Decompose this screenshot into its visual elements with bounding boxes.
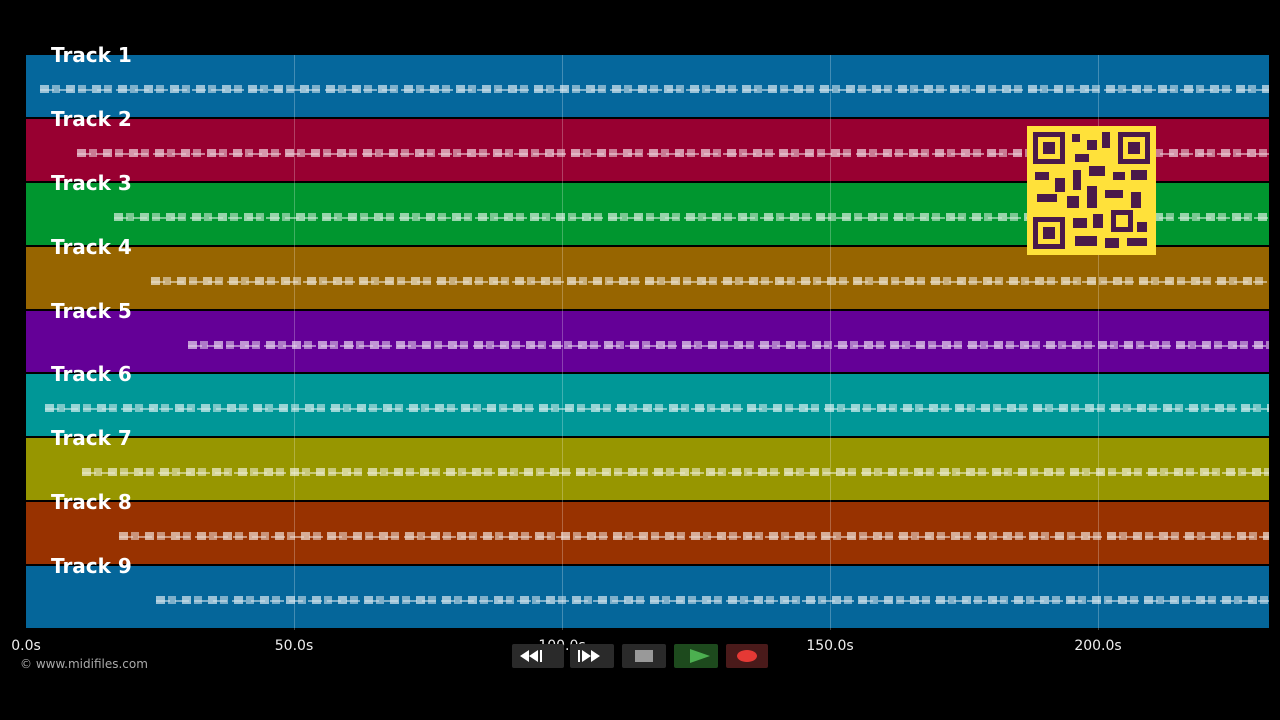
play-button[interactable] <box>674 644 718 668</box>
track-lane <box>26 374 1269 437</box>
play-icon <box>690 649 710 663</box>
copyright: © www.midifiles.com <box>20 657 148 671</box>
note-strip <box>114 212 1269 221</box>
track-label: Track 2 <box>51 106 132 131</box>
note-strip <box>77 148 1269 157</box>
track-lane <box>26 566 1269 628</box>
time-tick-label: 50.0s <box>274 638 314 654</box>
track-label: Track 5 <box>51 298 132 323</box>
record-button[interactable] <box>726 644 768 668</box>
track-lane <box>26 310 1269 373</box>
track-label: Track 9 <box>51 554 132 579</box>
track-label: Track 7 <box>51 426 132 451</box>
track-lane <box>26 55 1269 117</box>
qr-pattern <box>1033 132 1150 249</box>
grid-line <box>294 55 295 630</box>
qr-code <box>1027 126 1156 255</box>
note-strip <box>151 276 1269 285</box>
track-label: Track 4 <box>51 234 132 259</box>
note-strip <box>156 596 1269 605</box>
rewind-button[interactable] <box>512 644 564 668</box>
grid-line <box>830 55 831 630</box>
note-strip <box>119 532 1269 541</box>
track-label: Track 1 <box>51 43 132 67</box>
track-label: Track 3 <box>51 170 132 195</box>
time-tick-label: 200.0s <box>1074 638 1122 654</box>
track-lane <box>26 246 1269 309</box>
forward-icon <box>578 650 600 662</box>
record-icon <box>737 650 757 662</box>
note-strip <box>188 340 1269 349</box>
note-strip <box>40 85 1269 93</box>
stop-button[interactable] <box>622 644 666 668</box>
track-label: Track 8 <box>51 490 132 515</box>
track-lane <box>26 438 1269 501</box>
note-strip <box>82 468 1269 477</box>
grid-line <box>562 55 563 630</box>
note-strip <box>45 404 1269 413</box>
track-lane <box>26 502 1269 565</box>
stop-icon <box>635 650 653 662</box>
grid-line <box>1098 55 1099 630</box>
track-label: Track 6 <box>51 362 132 387</box>
rewind-icon <box>520 650 542 662</box>
forward-button[interactable] <box>570 644 614 668</box>
time-tick-label: 0.0s <box>11 638 41 654</box>
time-tick-label: 150.0s <box>806 638 854 654</box>
